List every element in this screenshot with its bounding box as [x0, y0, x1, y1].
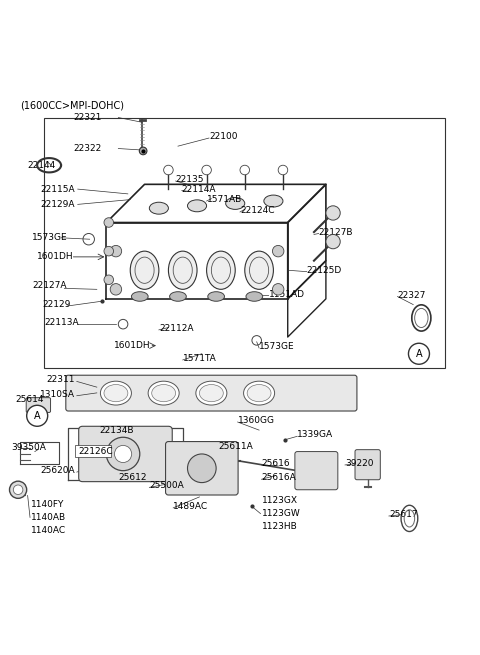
Text: 22127B: 22127B	[319, 227, 353, 236]
Circle shape	[27, 405, 48, 426]
Text: 39220: 39220	[345, 459, 373, 468]
Ellipse shape	[226, 197, 245, 210]
Circle shape	[110, 246, 121, 257]
Circle shape	[139, 147, 147, 155]
Circle shape	[13, 485, 23, 495]
Text: A: A	[416, 348, 422, 359]
Ellipse shape	[264, 195, 283, 207]
Text: 1571TA: 1571TA	[183, 354, 216, 363]
Circle shape	[104, 275, 114, 284]
Text: 25616: 25616	[262, 459, 290, 468]
Ellipse shape	[196, 381, 227, 405]
Text: (1600CC>MPI-DOHC): (1600CC>MPI-DOHC)	[21, 101, 124, 111]
Text: A: A	[34, 411, 40, 421]
Ellipse shape	[100, 381, 132, 405]
Circle shape	[273, 284, 284, 295]
Bar	[44, 117, 445, 368]
Text: 1573GE: 1573GE	[33, 233, 68, 242]
Text: 1140AC: 1140AC	[31, 527, 66, 535]
Text: 22135: 22135	[176, 175, 204, 184]
Circle shape	[104, 217, 114, 227]
Text: 25620A: 25620A	[41, 466, 75, 475]
Text: 1123HB: 1123HB	[262, 523, 297, 531]
Ellipse shape	[104, 384, 128, 402]
Ellipse shape	[152, 384, 176, 402]
Ellipse shape	[148, 381, 179, 405]
Circle shape	[188, 454, 216, 483]
Text: 1151AD: 1151AD	[269, 290, 305, 299]
Text: 1571AB: 1571AB	[206, 195, 242, 204]
Text: 39350A: 39350A	[11, 443, 46, 452]
Text: 1339GA: 1339GA	[297, 430, 334, 440]
Text: 22322: 22322	[73, 144, 102, 153]
Text: 25611A: 25611A	[218, 442, 253, 451]
Text: 1123GX: 1123GX	[262, 496, 298, 505]
Text: 22127A: 22127A	[33, 281, 67, 290]
Text: 22112A: 22112A	[159, 324, 193, 333]
Ellipse shape	[247, 384, 271, 402]
FancyBboxPatch shape	[355, 450, 380, 479]
Text: 22321: 22321	[73, 113, 102, 122]
Text: 22115A: 22115A	[41, 185, 75, 194]
Ellipse shape	[149, 202, 168, 214]
Ellipse shape	[208, 291, 225, 301]
Text: 1573GE: 1573GE	[259, 342, 295, 351]
Ellipse shape	[132, 291, 148, 301]
Circle shape	[10, 481, 27, 498]
Ellipse shape	[169, 291, 186, 301]
Text: 22129A: 22129A	[41, 200, 75, 209]
Text: 22124C: 22124C	[240, 206, 275, 215]
Circle shape	[164, 165, 173, 175]
Circle shape	[115, 445, 132, 462]
Text: 22125D: 22125D	[307, 266, 342, 274]
Circle shape	[326, 206, 340, 220]
Ellipse shape	[243, 381, 275, 405]
Circle shape	[326, 234, 340, 249]
FancyBboxPatch shape	[66, 375, 357, 411]
Ellipse shape	[130, 251, 159, 290]
Text: 22114A: 22114A	[182, 185, 216, 194]
FancyBboxPatch shape	[26, 398, 50, 413]
Text: 22129: 22129	[42, 300, 71, 309]
FancyBboxPatch shape	[295, 451, 338, 490]
Ellipse shape	[206, 251, 235, 290]
FancyBboxPatch shape	[166, 441, 238, 495]
Ellipse shape	[188, 200, 206, 212]
Text: 1123GW: 1123GW	[262, 509, 300, 518]
Text: 25500A: 25500A	[149, 481, 184, 491]
Text: 22311: 22311	[47, 375, 75, 384]
Text: 25617: 25617	[389, 510, 418, 519]
Text: 25616A: 25616A	[262, 474, 296, 482]
Text: 22126C: 22126C	[79, 447, 113, 456]
Ellipse shape	[199, 384, 223, 402]
Text: 22113A: 22113A	[44, 318, 79, 328]
Circle shape	[240, 165, 250, 175]
Text: 1601DH: 1601DH	[114, 341, 150, 350]
Ellipse shape	[246, 291, 263, 301]
Text: 22327: 22327	[397, 291, 426, 299]
Text: 1140FY: 1140FY	[31, 500, 64, 508]
FancyBboxPatch shape	[79, 426, 172, 481]
Text: 22144: 22144	[28, 160, 56, 170]
Ellipse shape	[245, 251, 274, 290]
Text: 1360GG: 1360GG	[238, 416, 275, 425]
Text: 1489AC: 1489AC	[173, 502, 208, 511]
Text: 22100: 22100	[209, 132, 238, 141]
Bar	[75, 445, 111, 457]
Text: 1310SA: 1310SA	[40, 390, 75, 399]
Text: 25612: 25612	[118, 474, 147, 482]
Text: 22134B: 22134B	[99, 426, 134, 435]
Text: 1601DH: 1601DH	[37, 252, 74, 261]
Circle shape	[408, 343, 430, 364]
Text: 25614: 25614	[16, 394, 44, 403]
Text: 1140AB: 1140AB	[31, 513, 66, 522]
Circle shape	[273, 246, 284, 257]
Ellipse shape	[168, 251, 197, 290]
Circle shape	[278, 165, 288, 175]
Circle shape	[104, 246, 114, 256]
Circle shape	[110, 284, 121, 295]
Circle shape	[107, 438, 140, 471]
Circle shape	[202, 165, 211, 175]
